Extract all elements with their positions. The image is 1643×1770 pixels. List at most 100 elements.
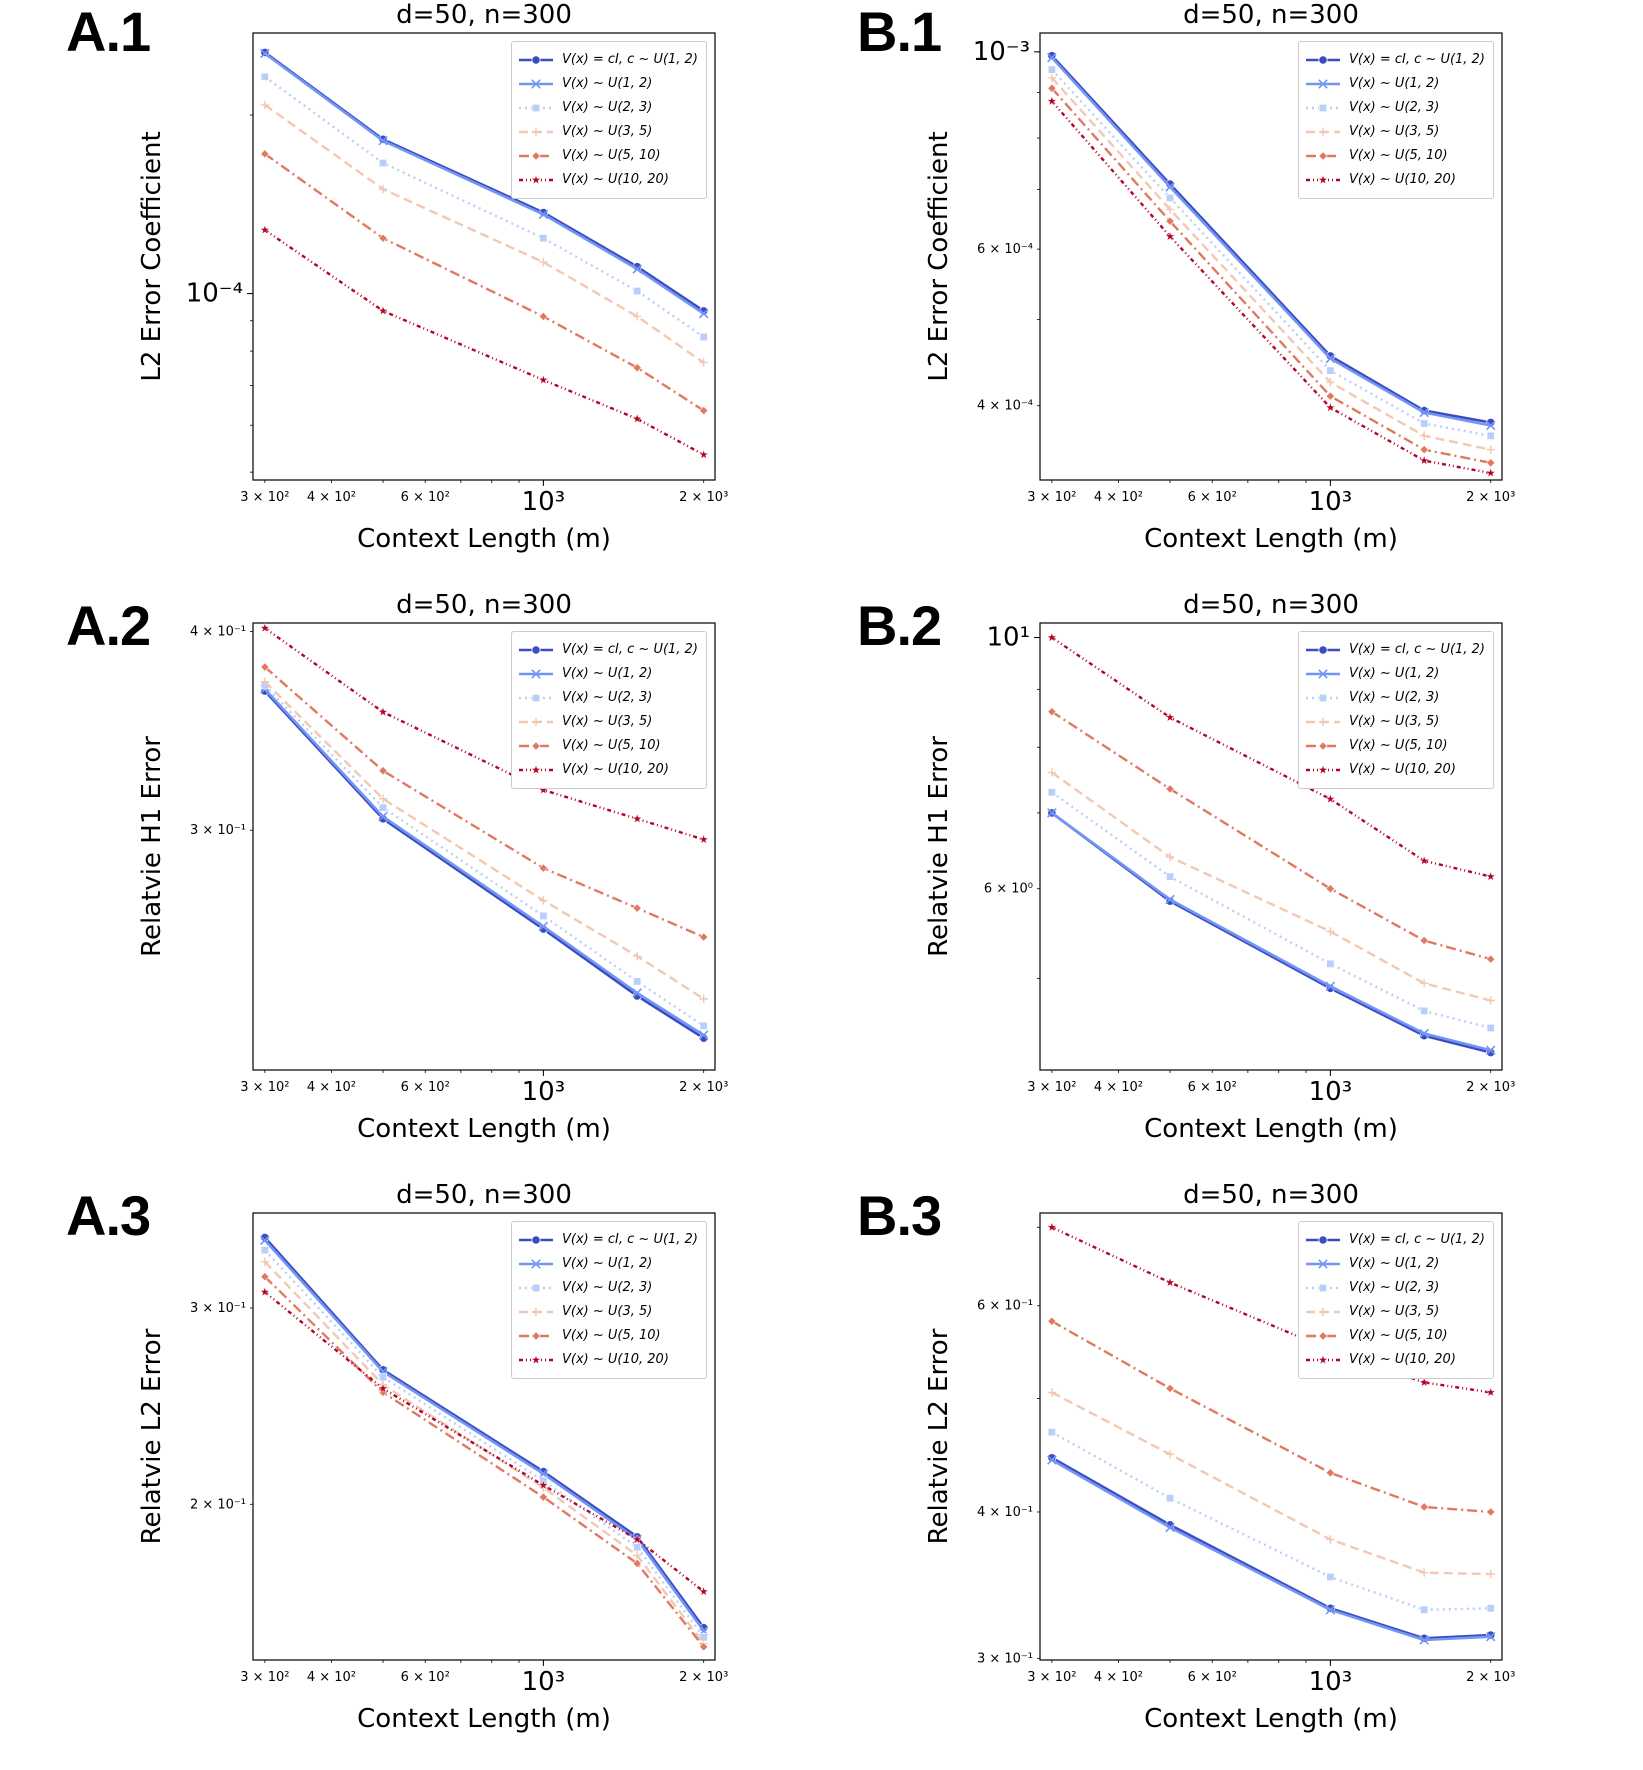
legend-swatch — [1306, 79, 1340, 89]
legend-label: V(x) ~ U(2, 3) — [562, 1280, 653, 1295]
x-tick-label: 2 × 10³ — [1466, 1080, 1515, 1095]
data-point — [699, 932, 709, 942]
chart-svg-b2: 3 × 10² 4 × 10² 6 × 10² 10³ 2 × 10³ 10¹ 6 × 10… — [924, 590, 1515, 1144]
data-point — [1047, 73, 1057, 82]
x-tick-label: 2 × 10³ — [1466, 1670, 1515, 1685]
data-point — [1419, 1377, 1430, 1387]
legend-label: V(x) ~ U(2, 3) — [562, 100, 653, 115]
x-tick-label: 4 × 10² — [1094, 1080, 1143, 1095]
y-tick-label: 4 × 10⁻¹ — [977, 1505, 1033, 1520]
data-point — [1325, 884, 1335, 894]
x-tick-label: 6 × 10² — [1188, 1080, 1237, 1095]
data-point — [1486, 445, 1495, 454]
legend-item: V(x) ~ U(3, 5) — [518, 1300, 698, 1324]
series-5 — [260, 662, 709, 942]
y-tick-label: 10⁻⁴ — [186, 279, 243, 309]
data-point — [1325, 353, 1336, 364]
legend-label: V(x) ~ U(10, 20) — [1349, 1352, 1456, 1367]
legend-label: V(x) ~ U(1, 2) — [1349, 1256, 1440, 1271]
legend-item: V(x) ~ U(3, 5) — [1305, 1300, 1485, 1324]
legend-marker — [1318, 127, 1328, 137]
data-point — [1325, 402, 1336, 413]
data-point — [538, 863, 548, 873]
series-line — [263, 1249, 705, 1638]
data-point — [1165, 1522, 1175, 1533]
legend-label: V(x) ~ U(5, 10) — [562, 1328, 661, 1343]
data-point — [1486, 1569, 1495, 1579]
chart-svg-a1: 3 × 10² 4 × 10² 6 × 10² 10³ 2 × 10³ 10⁻⁴ d=50,… — [137, 0, 728, 554]
legend-item: V(x) ~ U(5, 10) — [518, 144, 698, 168]
data-point — [260, 1246, 269, 1255]
legend-label: V(x) ~ U(10, 20) — [1349, 172, 1456, 187]
legend-label: V(x) ~ U(1, 2) — [1349, 76, 1440, 91]
legend-label: V(x) ~ U(3, 5) — [562, 1304, 653, 1319]
data-point — [698, 449, 709, 460]
x-tick-label: 10³ — [1309, 1077, 1353, 1107]
data-point — [632, 312, 642, 321]
legend-item: V(x) = cI, c ~ U(1, 2) — [1305, 1228, 1485, 1252]
data-point — [1165, 205, 1175, 214]
data-point — [260, 72, 269, 81]
data-point — [698, 1586, 709, 1596]
data-point — [377, 305, 389, 316]
data-point — [260, 1257, 270, 1267]
series-5 — [1047, 83, 1496, 468]
legend: V(x) = cI, c ~ U(1, 2) V(x) ~ U(1, 2) V(x)… — [1298, 1221, 1494, 1379]
panel-b3: 3 × 10² 4 × 10² 6 × 10² 10³ 2 × 10³ 6 × 10⁻¹ 4… — [855, 1180, 1643, 1770]
data-point — [1486, 996, 1495, 1005]
x-axis-label: Context Length (m) — [357, 1114, 611, 1144]
series-6 — [259, 224, 709, 460]
legend-swatch — [519, 1354, 553, 1365]
x-axis-label: Context Length (m) — [1144, 524, 1398, 554]
x-tick-label: 2 × 10³ — [679, 1670, 728, 1685]
y-tick-label: 3 × 10⁻¹ — [190, 823, 246, 838]
series-2 — [260, 48, 709, 319]
legend-item: V(x) ~ U(2, 3) — [1305, 96, 1485, 120]
series-2 — [1047, 52, 1496, 431]
legend-item: V(x) = cI, c ~ U(1, 2) — [1305, 48, 1485, 72]
x-tick-label: 10³ — [522, 1667, 566, 1697]
series-6 — [1046, 95, 1496, 478]
panel-label-b2: B.2 — [857, 594, 942, 657]
x-tick-label: 2 × 10³ — [679, 490, 728, 505]
legend-label: V(x) = cI, c ~ U(1, 2) — [1349, 52, 1485, 67]
data-point — [1420, 1605, 1429, 1614]
data-point — [1046, 95, 1058, 106]
legend-marker — [1318, 669, 1328, 679]
legend-item: V(x) = cI, c ~ U(1, 2) — [1305, 638, 1485, 662]
y-tick-label: 10¹ — [986, 623, 1030, 653]
series-2 — [1047, 1455, 1496, 1645]
legend-label: V(x) ~ U(5, 10) — [1349, 738, 1448, 753]
data-point — [1166, 1494, 1175, 1503]
panel-a2: 3 × 10² 4 × 10² 6 × 10² 10³ 2 × 10³ 4 × 10⁻¹ 3… — [66, 590, 858, 1180]
data-point — [1485, 467, 1496, 478]
legend-label: V(x) ~ U(1, 2) — [1349, 666, 1440, 681]
legend-item: V(x) ~ U(2, 3) — [1305, 1276, 1485, 1300]
data-point — [260, 48, 270, 59]
x-tick-label: 2 × 10³ — [1466, 490, 1515, 505]
series-line — [1051, 791, 1492, 1030]
legend-marker — [531, 741, 541, 751]
legend-swatch — [519, 1259, 553, 1269]
data-point — [698, 1030, 709, 1040]
data-point — [1165, 1383, 1175, 1394]
x-axis-label: Context Length (m) — [1144, 1114, 1398, 1144]
data-point — [538, 1492, 548, 1502]
data-point — [698, 308, 709, 319]
legend-item: V(x) ~ U(10, 20) — [518, 1348, 698, 1372]
data-point — [1047, 788, 1056, 797]
legend-marker — [1318, 1235, 1328, 1245]
legend-marker — [531, 1331, 541, 1341]
data-point — [378, 233, 388, 243]
data-point — [1164, 231, 1176, 241]
legend-marker — [531, 127, 541, 137]
data-point — [538, 1479, 549, 1490]
data-point — [1326, 1535, 1335, 1544]
legend: V(x) = cI, c ~ U(1, 2) V(x) ~ U(1, 2) V(x)… — [511, 41, 707, 199]
legend-label: V(x) ~ U(2, 3) — [1349, 1280, 1440, 1295]
legend-swatch — [519, 717, 553, 727]
legend-label: V(x) ~ U(5, 10) — [562, 148, 661, 163]
legend-label: V(x) ~ U(10, 20) — [562, 1352, 669, 1367]
legend-swatch — [519, 1307, 553, 1317]
data-point — [378, 794, 388, 803]
